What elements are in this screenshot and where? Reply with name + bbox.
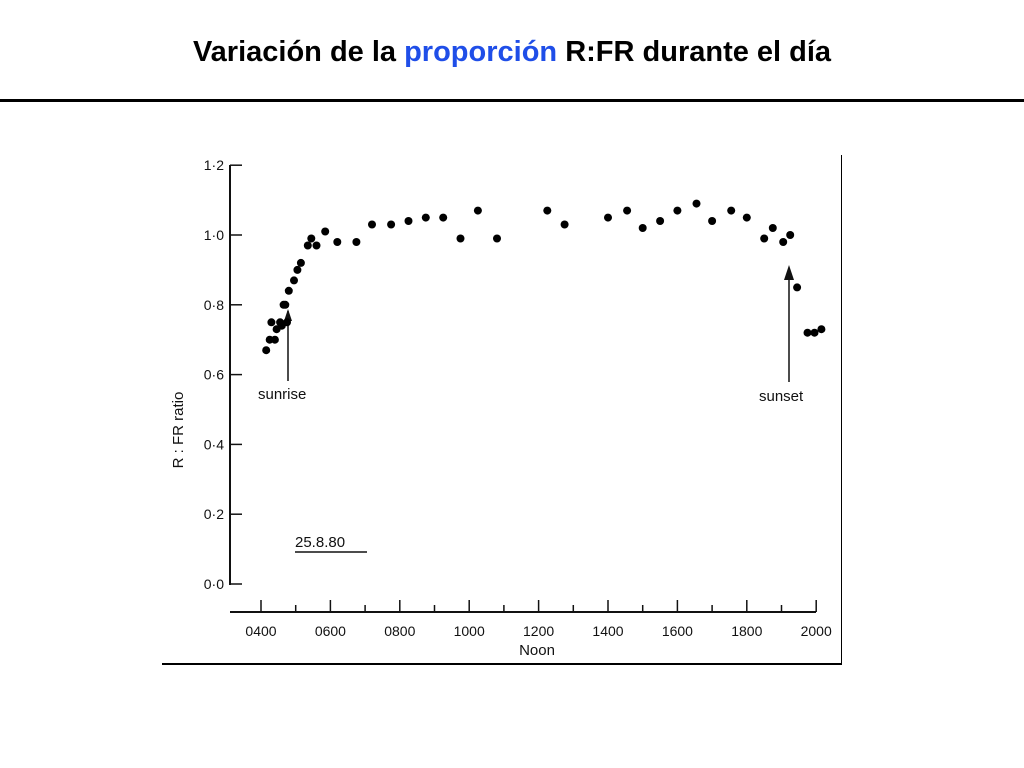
data-point <box>284 286 293 295</box>
sunrise-label: sunrise <box>258 386 306 403</box>
data-point <box>352 238 361 246</box>
x-tick-label: 1000 <box>454 623 485 639</box>
y-tick-label: 0·2 <box>204 506 224 522</box>
data-point <box>803 328 812 337</box>
data-point <box>421 213 430 222</box>
y-ticks: 0·0 0·2 0·4 0·6 0·8 1·0 1·2 <box>204 157 242 592</box>
data-point <box>638 224 647 232</box>
data-point <box>779 238 788 246</box>
data-point <box>290 276 298 285</box>
y-tick-label: 1·2 <box>204 157 224 173</box>
x-tick-label: 1600 <box>662 623 693 639</box>
chart-figure: 0·0 0·2 0·4 0·6 0·8 1·0 1·2 0400 0600 0800 1000 12… <box>162 155 842 665</box>
data-point <box>307 234 316 243</box>
x-tick-label: 0600 <box>315 623 346 639</box>
data-point <box>321 227 330 236</box>
x-tick-label: 1800 <box>731 623 762 639</box>
x-tick-label: 0400 <box>245 623 276 639</box>
y-tick-label: 0·4 <box>204 436 224 452</box>
data-point <box>283 318 291 327</box>
x-axis-title: Noon <box>519 642 555 659</box>
x-ticks: 0400 0600 0800 1000 1200 1400 1600 1800 2000 <box>245 600 832 639</box>
title-divider <box>0 99 1024 102</box>
data-point <box>296 258 305 267</box>
data-point <box>727 206 736 215</box>
y-tick-label: 1·0 <box>204 227 224 243</box>
scatter-chart: 0·0 0·2 0·4 0·6 0·8 1·0 1·2 0400 0600 0800 1000 12… <box>162 155 842 665</box>
data-point <box>456 234 465 243</box>
date-annotation: 25.8.80 <box>295 534 345 551</box>
data-point <box>786 231 795 239</box>
data-point <box>793 283 802 292</box>
data-points <box>262 199 826 355</box>
x-tick-label: 2000 <box>801 623 832 639</box>
data-point <box>493 234 501 243</box>
slide-title-suffix: R:FR durante el día <box>557 36 832 68</box>
data-point <box>404 217 413 225</box>
data-point <box>560 220 569 229</box>
data-point <box>543 206 552 215</box>
slide-title-prefix: Variación de la <box>192 36 405 68</box>
data-point <box>623 206 632 215</box>
data-point <box>303 241 312 250</box>
data-point <box>760 234 769 243</box>
data-point <box>267 318 276 327</box>
data-point <box>656 217 665 225</box>
data-point <box>708 217 717 225</box>
data-point <box>692 199 701 208</box>
x-tick-label: 1200 <box>523 623 554 639</box>
data-point <box>810 328 819 337</box>
data-point <box>270 335 279 344</box>
data-point <box>262 346 271 355</box>
data-point <box>439 213 448 222</box>
data-point <box>387 220 396 229</box>
data-point <box>673 206 682 215</box>
data-point <box>742 213 751 222</box>
data-point <box>473 206 482 215</box>
y-tick-label: 0·6 <box>204 367 224 383</box>
data-point <box>312 241 321 250</box>
x-tick-label: 1400 <box>592 623 623 639</box>
slide-title: Variación de la proporción R:FR durante … <box>0 36 1024 69</box>
data-point <box>333 238 342 246</box>
sunrise-arrowhead <box>284 309 292 321</box>
y-axis-title: R : FR ratio <box>170 392 187 469</box>
data-point <box>281 300 290 309</box>
y-tick-label: 0·8 <box>204 297 224 313</box>
data-point <box>368 220 376 229</box>
data-point <box>817 325 826 334</box>
slide-title-accent: proporción <box>404 36 558 68</box>
data-point <box>293 265 302 274</box>
data-point <box>604 213 612 222</box>
y-tick-label: 0·0 <box>204 576 224 592</box>
x-tick-label: 0800 <box>384 623 415 639</box>
sunset-arrowhead <box>784 265 794 280</box>
data-point <box>768 224 777 232</box>
sunset-label: sunset <box>759 388 804 405</box>
